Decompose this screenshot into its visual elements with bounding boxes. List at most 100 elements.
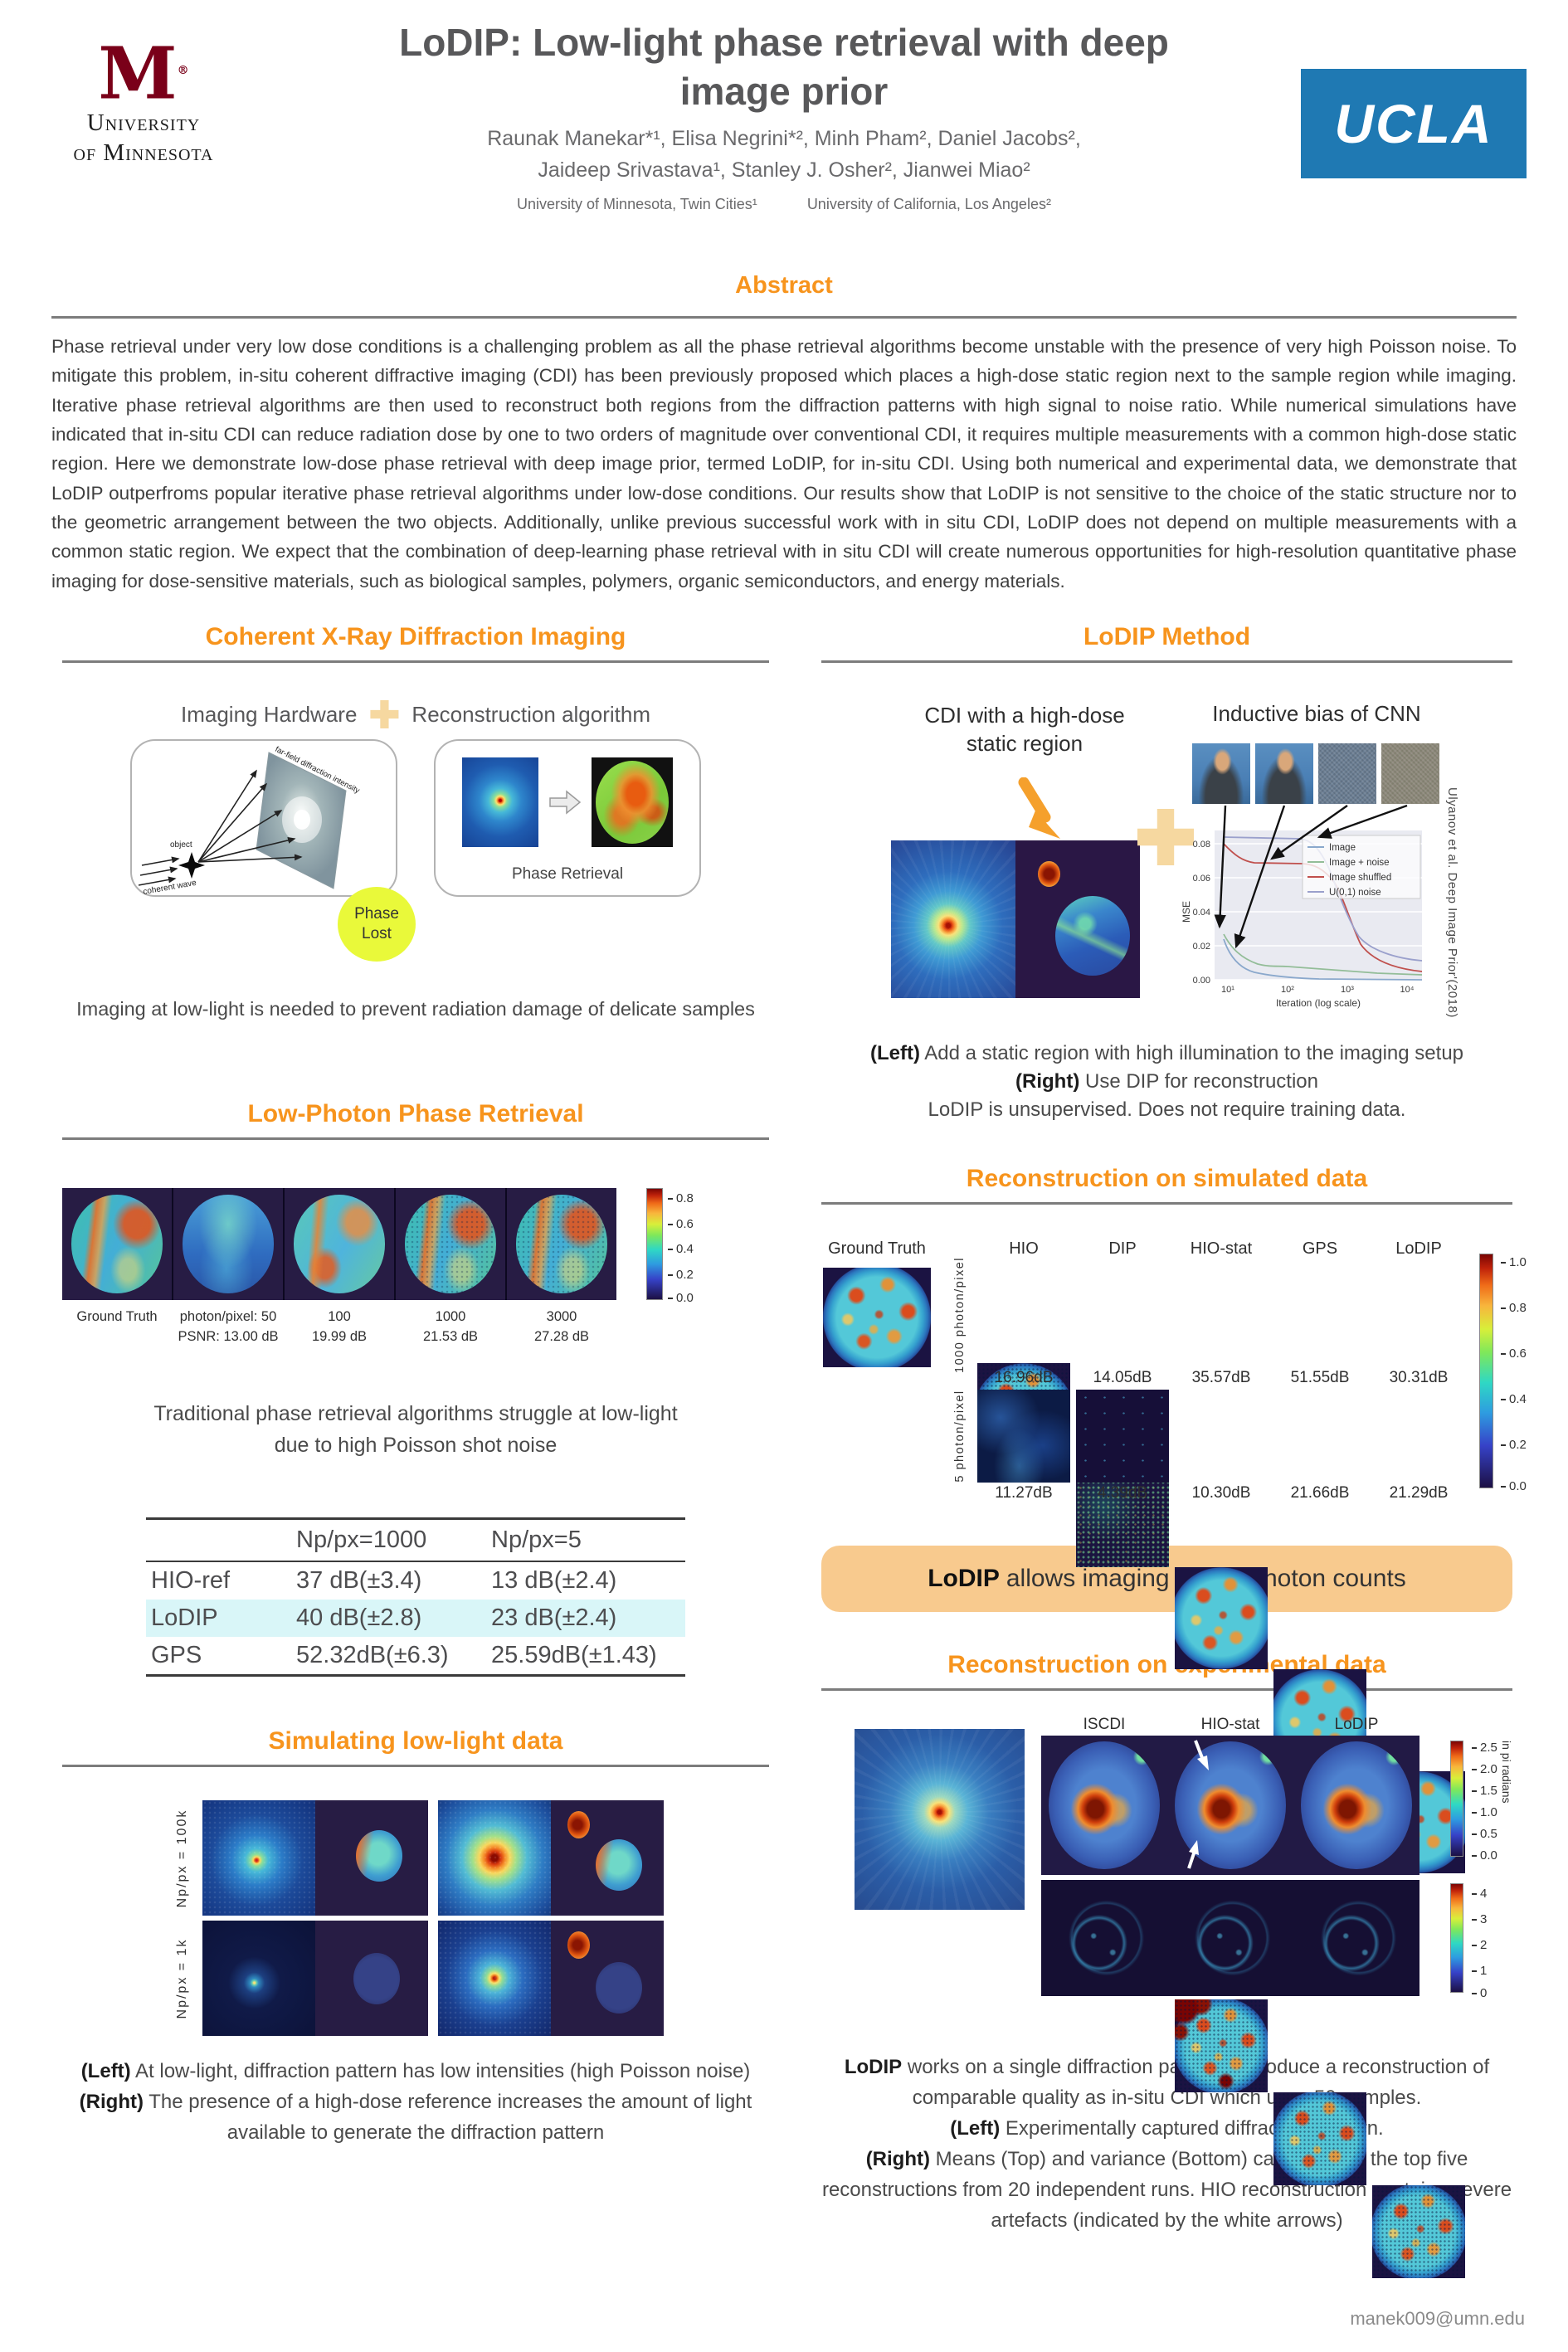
recon-dip-5 [1076,1390,1169,1483]
reconstructed-image [592,757,673,847]
row-label-100k: Np/px = 100k [175,1809,189,1907]
registered-mark: ® [177,64,189,77]
phase-oval [1301,1741,1412,1870]
colorbar-tick: 0.4 [668,1242,694,1256]
variance-hio-stat [1167,1880,1293,1996]
ground-truth-label: Ground Truth [828,1239,926,1258]
method-figure: CDI with a high-dose static region Induc… [821,663,1512,1035]
image-noise-thumbnail [1255,743,1313,804]
heatmap-oval [515,1195,608,1293]
reconstruction-box: Phase Retrieval [434,739,701,897]
legend-entry: Image + noise [1329,858,1390,868]
sample-oval [355,1830,402,1882]
image-thumbnail [1192,743,1250,804]
cell-value: 37 dB(±3.4) [296,1567,422,1594]
col-np5: Np/px=5 [491,1527,582,1553]
abstract-rule [51,316,1517,319]
diffraction-center [294,810,310,830]
simdata-heading: Reconstruction on simulated data [966,1165,1368,1192]
authors-line1: Raunak Manekar*¹, Elisa Negrini*², Minh … [487,126,1081,150]
exp-caption-part1: LoDIP works on a single diffraction patt… [844,2056,1490,2109]
recon-hio-stat-1000 [1175,1567,1268,1669]
col-header-hio-stat: HIO-stat [1190,1239,1253,1258]
colorbar-tick: 0.2 [1501,1438,1527,1452]
diffraction-image [438,1800,551,1916]
colorbar-tick: 0.6 [1501,1346,1527,1361]
cell-value: 13 dB(±2.4) [491,1567,617,1594]
panel-label: 3000 27.28 dB [533,1309,590,1344]
dip-credit: Ulyanov et al. Deep Image Prior'(2018) [1445,787,1459,1018]
cell-value: 40 dB(±2.8) [296,1605,422,1631]
panel-label: photon/pixel: 50 PSNR: 13.00 dB [178,1309,279,1344]
db-value: 16.96dB [994,1369,1054,1386]
scatter-arrow [197,854,303,863]
panel-50 [173,1188,283,1300]
sim-caption-line1: (Left) At low-light, diffraction pattern… [80,2060,751,2082]
section-rule [62,1765,769,1767]
row-label-1000: 1000 photon/pixel [953,1256,967,1373]
method-caption-line2: (Right) Use DIP for reconstruction [1015,1070,1318,1093]
sim-heading: Simulating low-light data [268,1727,563,1755]
diffraction-image [202,1800,315,1916]
variance-iscdi [1041,1880,1167,1996]
static-region-blob [567,1931,591,1959]
banner-bold: LoDIP [928,1565,1000,1592]
panel-3000 [507,1188,616,1300]
right-column: LoDIP Method CDI with a high-dose static… [821,622,1527,2278]
wave-arrow [141,856,180,866]
section-rule [62,1137,769,1140]
colorbar-tick: 1.0 [1472,1805,1497,1819]
variance-oval [1303,1887,1410,1989]
panel-label: 100 19.99 dB [311,1309,368,1344]
object-star-icon [178,852,205,879]
low-photon-figure: 0.8 0.6 0.4 0.2 0.0 [62,1188,769,1305]
imaging-hardware-box: far-field diffraction intensity coherent… [130,739,397,897]
static-region-blob [1038,860,1060,887]
method-caption: (Left) Add a static region with high ill… [821,1040,1512,1124]
heatmap-oval [293,1195,386,1293]
sim-lowlight-figure: Np/px = 100k Np/px = 1k [62,1800,769,2036]
wave-arrow [139,866,178,876]
heatmap-oval [404,1195,497,1293]
legend-entry: Image [1329,843,1356,853]
y-tick: 0.02 [1193,942,1210,952]
cell-value: 52.32dB(±6.3) [296,1642,449,1668]
scatter-arrow [197,836,296,863]
diffraction-image [202,1921,315,2036]
x-tick: 10¹ [1221,985,1234,995]
cxdi-heading: Coherent X-Ray Diffraction Imaging [205,623,626,650]
contact-email: manek009@umn.edu [1350,2308,1525,2329]
ground-truth-image [823,1268,931,1367]
umn-m-icon: M® [98,32,189,116]
umn-logo-line1: University [86,109,201,136]
section-rule [821,1202,1512,1205]
title-block: LoDIP: Low-light phase retrieval with de… [344,18,1224,213]
simdata-figure: Ground Truth HIO DIP HIO-stat GPS LoDIP … [821,1228,1527,2278]
cdi-static-title: CDI with a high-dose static region [924,703,1125,756]
sim-cell-1k-noref [202,1921,428,2036]
sample-oval [596,1839,643,1892]
db-value: 35.57dB [1191,1369,1251,1386]
variance-colorbar: 4 3 2 1 0 [1450,1883,1487,2000]
affiliation-ucla: University of California, Los Angeles² [806,195,1051,212]
x-tick: 10³ [1341,985,1354,995]
cdi-images [891,840,1140,998]
object-image [315,1800,428,1916]
colorbar-tick: 0.0 [1472,1848,1497,1863]
cxdi-diagram-row: far-field diffraction intensity coherent… [62,739,769,962]
x-tick: 10⁴ [1400,985,1415,995]
affiliation-umn: University of Minnesota, Twin Cities¹ [517,195,757,212]
phase-colorbar-label: in pi radians [1500,1741,1513,1804]
ucla-logo-text: UCLA [1334,93,1493,154]
lppr-heading: Low-Photon Phase Retrieval [247,1100,584,1127]
cxdi-caption: Imaging at low-light is needed to preven… [76,998,755,1020]
lppr-colorbar: 0.8 0.6 0.4 0.2 0.0 [646,1188,694,1305]
mean-iscdi [1041,1736,1167,1875]
phase-lost-line1: Phase [354,905,399,923]
y-axis-label: MSE [1181,901,1192,923]
scatter-arrow [197,810,283,863]
sim-caption: (Left) At low-light, diffraction pattern… [62,2056,769,2148]
orange-arrow-icon [1018,777,1060,839]
inductive-bias-title: Inductive bias of CNN [1212,701,1421,726]
plus-icon [370,700,399,728]
